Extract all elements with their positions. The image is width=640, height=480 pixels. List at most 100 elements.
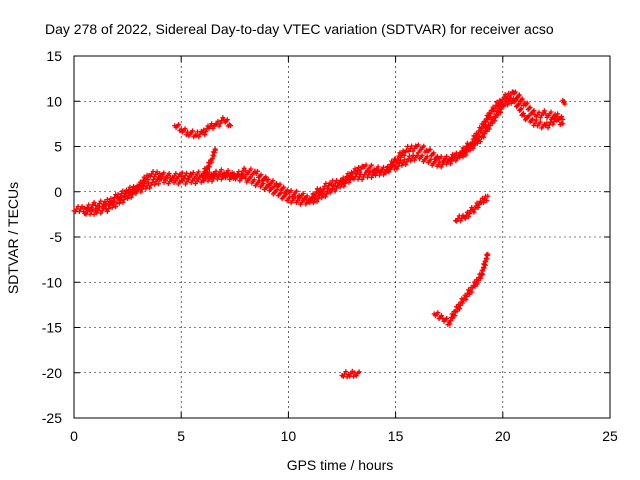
data-point: [398, 158, 404, 164]
data-point: [160, 174, 166, 180]
data-point: [178, 173, 184, 179]
data-point: [406, 153, 412, 159]
data-point: [351, 373, 357, 379]
data-point: [415, 150, 421, 156]
data-point: [174, 176, 180, 182]
data-point: [462, 215, 468, 221]
data-point: [438, 154, 444, 160]
data-point: [173, 171, 179, 177]
data-point: [288, 187, 294, 193]
data-point: [482, 131, 488, 137]
data-point: [88, 209, 94, 215]
data-point: [431, 150, 437, 156]
data-point: [187, 174, 193, 180]
data-point: [438, 164, 444, 170]
data-point: [466, 291, 472, 297]
data-point: [258, 172, 264, 178]
data-point: [328, 182, 334, 188]
data-point: [458, 218, 464, 224]
data-point: [559, 114, 565, 120]
data-point: [465, 214, 471, 220]
data-point: [415, 142, 421, 148]
data-point: [475, 204, 481, 210]
data-point: [471, 209, 477, 215]
data-point: [401, 157, 407, 163]
data-point: [193, 133, 199, 139]
data-point: [519, 96, 525, 102]
data-point: [454, 155, 460, 161]
data-point: [487, 123, 493, 129]
data-point: [471, 142, 477, 148]
data-point: [113, 204, 119, 210]
data-point: [481, 200, 487, 206]
data-point: [196, 134, 202, 140]
data-point: [176, 122, 182, 128]
data-point: [142, 181, 148, 187]
data-point: [469, 289, 475, 295]
data-point: [562, 101, 568, 107]
data-point: [453, 158, 459, 164]
data-point: [448, 161, 454, 167]
data-point: [472, 283, 478, 289]
data-point: [467, 211, 473, 217]
data-point: [241, 172, 247, 178]
data-point: [265, 176, 271, 182]
data-point: [231, 170, 237, 176]
data-point: [340, 179, 346, 185]
data-point: [457, 306, 463, 312]
data-point: [399, 162, 405, 168]
data-point: [314, 199, 320, 205]
data-point: [560, 121, 566, 127]
data-point: [91, 199, 97, 205]
data-point: [450, 315, 456, 321]
data-point: [254, 168, 260, 174]
data-point: [301, 195, 307, 201]
data-point: [492, 118, 498, 124]
data-point: [467, 147, 473, 153]
x-tick-label: 15: [388, 428, 404, 444]
data-point: [149, 179, 155, 185]
data-point: [228, 123, 234, 129]
data-point: [153, 179, 159, 185]
data-point: [170, 174, 176, 180]
data-point: [239, 171, 244, 177]
data-point: [278, 190, 284, 196]
data-point: [444, 153, 450, 159]
data-point: [548, 109, 554, 115]
data-point: [343, 369, 349, 375]
data-point: [224, 117, 230, 123]
data-point: [337, 184, 343, 190]
data-point: [475, 278, 481, 284]
data-point: [220, 115, 226, 121]
data-point: [147, 185, 153, 191]
data-point: [497, 110, 503, 116]
data-point: [327, 190, 333, 196]
data-point: [395, 156, 401, 162]
data-point: [209, 121, 215, 127]
data-point: [114, 200, 120, 206]
data-point: [508, 100, 514, 106]
axis-ticks: 0 5 10 15 20 25 -25 -20 -15 -10 -5 0 5 10 15: [42, 48, 618, 444]
y-tick-label: 15: [46, 48, 62, 64]
data-point: [414, 153, 420, 159]
data-point: [341, 183, 347, 189]
data-point: [91, 211, 97, 217]
y-tick-label: -25: [42, 410, 62, 426]
data-point: [363, 162, 369, 168]
data-point: [515, 102, 521, 108]
data-point: [560, 116, 566, 122]
data-point: [501, 103, 507, 109]
data-points: [71, 89, 568, 380]
chart-title: Day 278 of 2022, Sidereal Day-to-day VTE…: [45, 21, 554, 37]
data-point: [412, 157, 418, 163]
data-point: [335, 182, 341, 188]
data-point: [403, 162, 409, 168]
data-point: [480, 125, 486, 131]
data-point: [512, 98, 518, 104]
data-point: [386, 169, 392, 175]
data-point: [300, 190, 306, 196]
data-point: [109, 205, 115, 211]
data-point: [368, 162, 374, 168]
y-tick-label: -10: [42, 274, 62, 290]
data-point: [419, 153, 425, 159]
